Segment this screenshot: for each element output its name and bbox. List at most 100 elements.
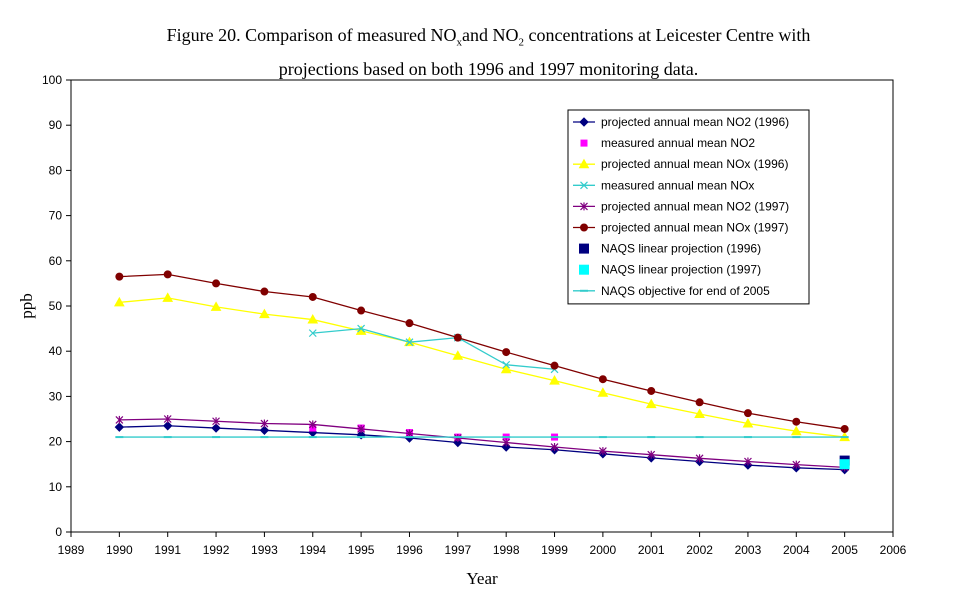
title-sub-x: x (456, 36, 463, 49)
legend-label: NAQS objective for end of 2005 (601, 284, 770, 298)
series-5 (115, 415, 849, 472)
data-point (405, 338, 414, 347)
legend-box (567, 109, 810, 305)
data-point (840, 424, 849, 433)
data-point (792, 417, 801, 426)
chart-title: Figure 20. Comparison of measured NOxand… (0, 22, 977, 82)
chart-title-line-1: Figure 20. Comparison of measured NOxand… (0, 22, 977, 56)
data-point (115, 272, 124, 281)
y-axis-title: ppb (17, 293, 36, 319)
y-tick-label: 0 (55, 525, 62, 539)
x-tick-label: 1996 (396, 543, 423, 557)
data-point (742, 418, 754, 428)
data-point (163, 415, 172, 423)
data-point (357, 306, 366, 315)
y-tick-label: 90 (49, 118, 63, 132)
series-line (119, 418, 845, 469)
legend-label: NAQS linear projection (1996) (601, 242, 761, 256)
data-point (260, 419, 269, 428)
series-line (119, 297, 845, 438)
legend-marker (580, 202, 588, 211)
data-point (452, 350, 464, 360)
legend-label: projected annual mean NO2 (1996) (601, 115, 789, 129)
chart-title-line-2: projections based on both 1996 and 1997 … (278, 58, 699, 79)
x-tick-label: 2000 (590, 543, 617, 557)
series-8 (839, 459, 850, 470)
data-point (308, 420, 317, 429)
y-tick-label: 80 (49, 163, 63, 177)
x-tick-label: 1995 (348, 543, 375, 557)
x-tick-label: 1999 (541, 543, 568, 557)
x-tick-label: 2004 (783, 543, 810, 557)
legend-item: projected annual mean NOx (1997) (573, 221, 788, 235)
x-tick-label: 1992 (203, 543, 230, 557)
title-sub-2: 2 (518, 36, 525, 49)
data-point (163, 270, 172, 279)
x-tick-label: 2002 (686, 543, 713, 557)
data-point (647, 386, 656, 395)
data-point (114, 422, 125, 432)
y-tick-label: 50 (49, 299, 63, 313)
legend-marker (580, 181, 588, 190)
legend-item: NAQS linear projection (1997) (579, 263, 761, 277)
data-point (210, 301, 222, 311)
legend: projected annual mean NO2 (1996) measured… (567, 109, 810, 305)
series-line (119, 273, 845, 430)
legend-marker (578, 158, 590, 169)
data-point (502, 348, 511, 357)
data-point (259, 308, 270, 319)
y-tick-label: 70 (49, 209, 63, 223)
title-part-1: Figure 20. Comparison of measured NO (166, 25, 457, 45)
data-point (694, 408, 705, 419)
data-point (405, 319, 414, 328)
series-line (312, 327, 555, 370)
legend-label: projected annual mean NOx (1997) (601, 221, 788, 235)
legend-item: NAQS linear projection (1996) (579, 242, 761, 256)
legend-item: measured annual mean NOx (573, 178, 754, 192)
data-point (212, 279, 221, 288)
legend-item: projected annual mean NO2 (1996) (573, 115, 789, 129)
data-point (211, 423, 221, 433)
x-tick-label: 2003 (735, 543, 762, 557)
data-point (502, 360, 511, 369)
y-tick-label: 30 (49, 389, 63, 403)
data-point (212, 417, 220, 426)
data-point (357, 324, 366, 333)
legend-label: projected annual mean NO2 (1997) (601, 199, 789, 213)
x-tick-label: 1990 (106, 543, 133, 557)
series-6 (115, 270, 849, 433)
title-part-2: and NO (462, 25, 519, 45)
data-point (695, 454, 704, 463)
data-point (695, 398, 704, 407)
data-point (115, 415, 124, 424)
y-tick-label: 60 (49, 254, 63, 268)
data-point (357, 424, 366, 433)
legend-marker (579, 243, 589, 254)
legend-label: measured annual mean NO2 (601, 136, 755, 150)
legend-label: NAQS linear projection (1997) (601, 263, 761, 277)
legend-item: NAQS objective for end of 2005 (573, 284, 770, 298)
data-point (549, 375, 560, 385)
data-point (743, 409, 752, 418)
title-part-3: concentrations at Leicester Centre with (524, 25, 811, 45)
data-point (113, 296, 125, 307)
legend-label: measured annual mean NOx (601, 178, 754, 192)
data-point (839, 459, 850, 470)
x-tick-label: 1998 (493, 543, 520, 557)
x-tick-label: 1993 (251, 543, 278, 557)
x-tick-label: 1994 (299, 543, 326, 557)
data-point (162, 421, 173, 431)
data-point (307, 314, 319, 324)
data-point (792, 460, 801, 469)
data-point (645, 398, 657, 409)
series-layer (113, 270, 851, 475)
data-point (550, 443, 559, 452)
legend-item: projected annual mean NO2 (1997) (573, 199, 789, 213)
data-point (502, 438, 511, 447)
axes: 0 10 20 30 40 50 60 70 80 90 100 1989 1990 1991 1992 19… (42, 73, 907, 557)
x-tick-label: 2001 (638, 543, 665, 557)
data-point (550, 361, 559, 370)
data-point (744, 457, 752, 466)
data-point (597, 387, 609, 397)
